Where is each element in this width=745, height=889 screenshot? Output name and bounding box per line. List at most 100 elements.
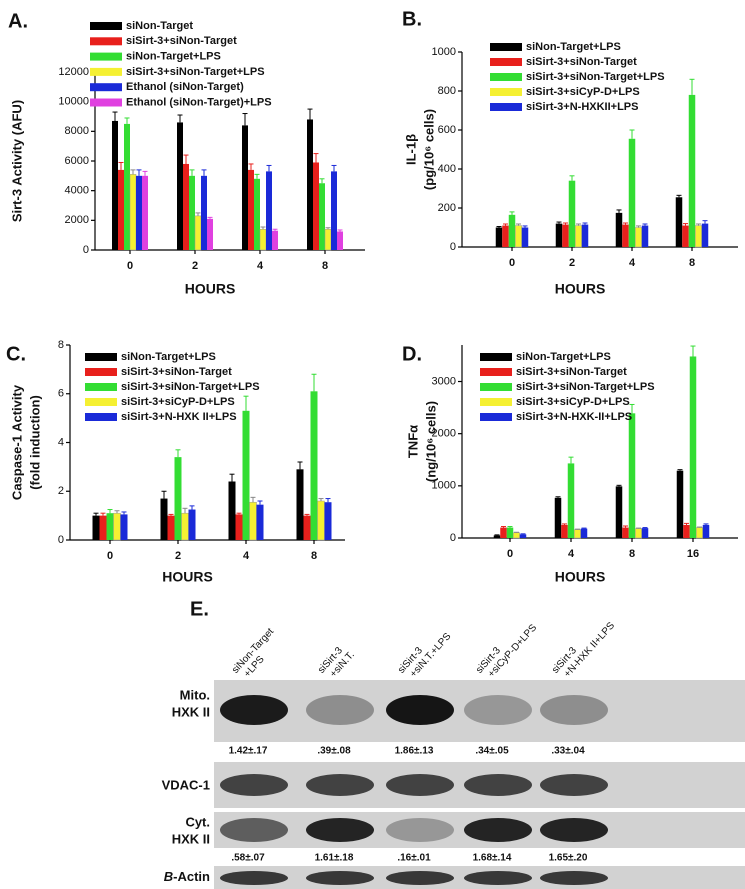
bar [296,469,304,540]
x-tick-label: 16 [687,548,699,560]
bar [167,515,175,540]
y-tick-label: 2000 [432,428,456,440]
bar [160,498,168,540]
legend-label: siSirt-3+siNon-Target+LPS [126,66,265,78]
blot-band [464,871,532,885]
legend-swatch [490,43,522,51]
bar [508,214,516,247]
blot-band [220,818,288,842]
legend-label: siSirt-3+siNon-Target+LPS [526,71,665,83]
y-tick-label: 12000 [58,66,89,78]
band-quant: 1.86±.13 [395,746,434,757]
legend-swatch [90,98,122,107]
row-label-part: B [164,869,173,884]
legend-label: siNon-Target+LPS [126,51,221,63]
panel-label: C. [6,343,26,365]
bar [256,504,264,540]
bar [317,500,325,541]
blot-band [386,774,454,796]
x-tick-label: 8 [689,257,695,269]
band-quant: 1.65±.20 [549,853,588,864]
bar [554,497,562,538]
legend-swatch [480,368,512,376]
bar [688,94,696,248]
bar [248,169,254,250]
bar [99,515,107,540]
bar [112,120,118,250]
x-tick-label: 8 [629,548,635,560]
y-axis-label: (ng/10⁶ cells) [423,401,438,482]
bar [568,180,576,247]
x-tick-label: 0 [127,260,133,272]
bar [136,175,142,250]
bar [194,215,202,251]
bar [513,532,520,539]
legend-label: siSirt-3+N-HXK-II+LPS [516,411,632,423]
y-axis-label: IL-1β [403,134,418,165]
bar [506,527,514,538]
bar [183,163,189,250]
legend-swatch [490,58,522,66]
y-tick-label: 0 [83,244,89,256]
band-quant: .39±.08 [317,746,351,757]
bar [682,225,689,247]
x-tick-label: 2 [569,257,575,269]
bar [331,171,337,250]
legend-swatch [85,398,117,406]
bar [581,224,589,247]
x-tick-label: 4 [257,260,264,272]
x-axis-label: HOURS [555,281,606,297]
legend-swatch [480,413,512,421]
blot-band [540,818,608,842]
y-tick-label: 2000 [65,214,89,226]
bar [181,512,189,541]
y-tick-label: 3000 [432,375,456,387]
bar [324,502,332,540]
panel-label: B. [402,8,422,30]
band-quant: .33±.04 [551,746,585,757]
bar [272,230,278,250]
bar [106,513,114,540]
legend-swatch [90,67,122,76]
bar [174,457,182,540]
legend-swatch [480,353,512,361]
blot-strip [214,680,745,742]
bar [254,178,260,250]
bar [635,528,642,539]
y-tick-label: 800 [438,85,456,97]
band-quant: .16±.01 [397,853,431,864]
legend-label: siSirt-3+siNon-Target [121,366,232,378]
bar [521,227,529,247]
legend-swatch [90,22,122,30]
y-tick-label: 4 [58,436,64,448]
bar [189,175,195,250]
legend-swatch [85,353,117,361]
legend-swatch [490,103,522,111]
legend-swatch [490,73,522,81]
y-tick-label: 1000 [432,46,456,58]
bar [641,528,649,538]
bar [696,527,703,539]
y-tick-label: 6000 [65,155,89,167]
bar [574,529,581,539]
blot-band [386,871,454,885]
bar [242,410,250,540]
blot-band [386,818,454,842]
legend-label: siNon-Target+LPS [516,351,611,363]
legend-label: siSirt-3+N-HXKII+LPS [526,101,638,113]
x-tick-label: 0 [509,257,515,269]
blot-band [464,818,532,842]
row-label-part: -Actin [173,869,210,884]
legend-swatch [490,88,522,96]
blot-band [220,695,288,725]
legend-label: siSirt-3+siNon-Target [516,366,627,378]
y-tick-label: 10000 [58,96,89,108]
band-quant: 1.61±.18 [315,853,354,864]
y-tick-label: 400 [438,163,456,175]
bar [207,218,213,250]
bar [493,535,501,538]
y-tick-label: 8000 [65,125,89,137]
legend-label: siSirt-3+siNon-Target+LPS [121,381,260,393]
legend-label: Ethanol (siNon-Target) [126,81,244,93]
